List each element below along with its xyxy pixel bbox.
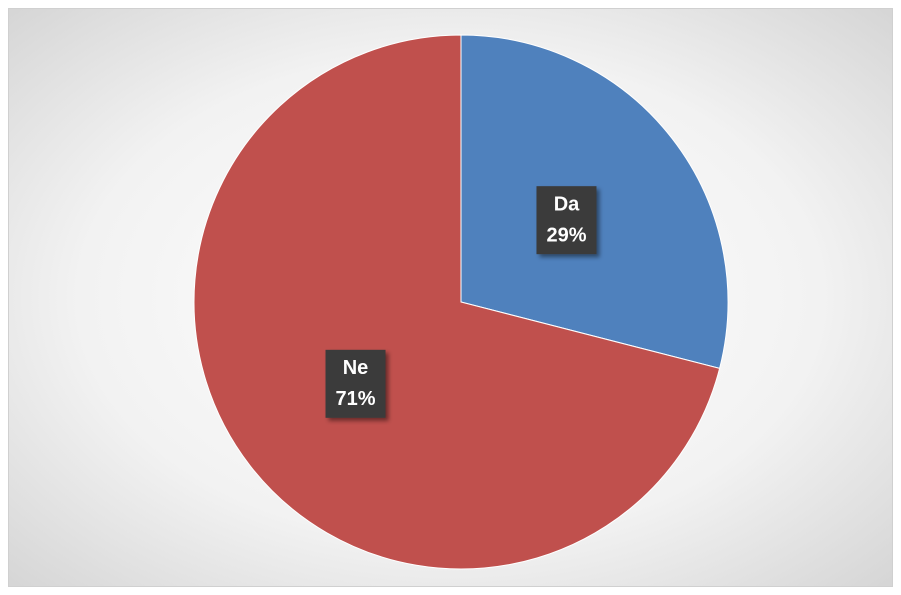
data-label: 29% (546, 224, 586, 246)
data-label-box (536, 186, 597, 255)
category-label: Da (554, 193, 580, 215)
category-label: Ne (343, 357, 369, 379)
data-label-box (325, 349, 386, 418)
pie-slice (193, 34, 721, 570)
data-label: 71% (335, 388, 375, 410)
